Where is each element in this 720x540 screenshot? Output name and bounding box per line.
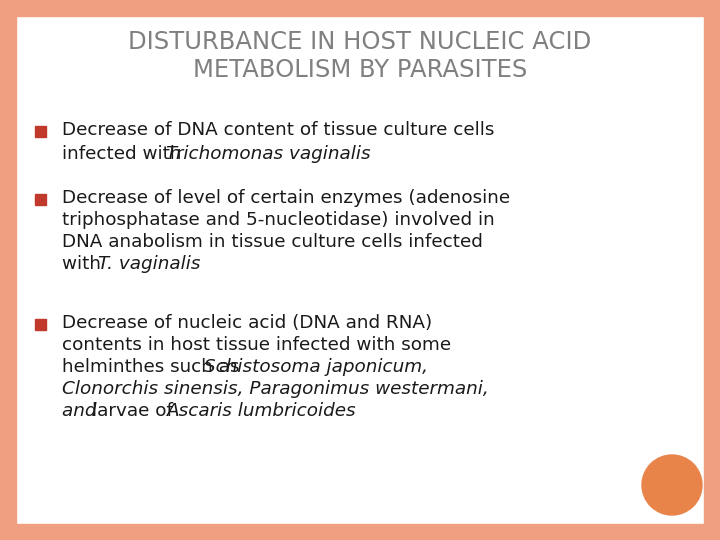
Text: Decrease of nucleic acid (DNA and RNA): Decrease of nucleic acid (DNA and RNA) — [62, 314, 432, 332]
Text: Ascaris lumbricoides: Ascaris lumbricoides — [167, 402, 356, 420]
Text: larvae of: larvae of — [92, 402, 179, 420]
Text: DISTURBANCE IN HOST NUCLEIC ACID: DISTURBANCE IN HOST NUCLEIC ACID — [128, 30, 592, 54]
Text: with: with — [62, 255, 107, 273]
Text: T. vaginalis: T. vaginalis — [98, 255, 200, 273]
Circle shape — [642, 455, 702, 515]
Bar — [0, 524, 720, 540]
Text: Clonorchis sinensis, Paragonimus westermani,: Clonorchis sinensis, Paragonimus westerm… — [62, 380, 489, 398]
Text: and: and — [62, 402, 102, 420]
Bar — [0, 0, 16, 540]
Text: DNA anabolism in tissue culture cells infected: DNA anabolism in tissue culture cells in… — [62, 233, 483, 251]
Bar — [35, 126, 46, 137]
Text: Trichomonas vaginalis: Trichomonas vaginalis — [166, 145, 371, 163]
Text: infected with: infected with — [62, 145, 187, 163]
Text: triphosphatase and 5-nucleotidase) involved in: triphosphatase and 5-nucleotidase) invol… — [62, 211, 495, 229]
Text: Decrease of DNA content of tissue culture cells: Decrease of DNA content of tissue cultur… — [62, 121, 495, 139]
Bar — [704, 0, 720, 540]
Text: Decrease of level of certain enzymes (adenosine: Decrease of level of certain enzymes (ad… — [62, 189, 510, 207]
Bar — [35, 319, 46, 330]
Bar — [0, 0, 720, 16]
Text: helminthes such as: helminthes such as — [62, 358, 246, 376]
Text: contents in host tissue infected with some: contents in host tissue infected with so… — [62, 336, 451, 354]
Text: METABOLISM BY PARASITES: METABOLISM BY PARASITES — [193, 58, 527, 82]
Bar — [35, 194, 46, 205]
Text: Schistosoma japonicum,: Schistosoma japonicum, — [204, 358, 428, 376]
